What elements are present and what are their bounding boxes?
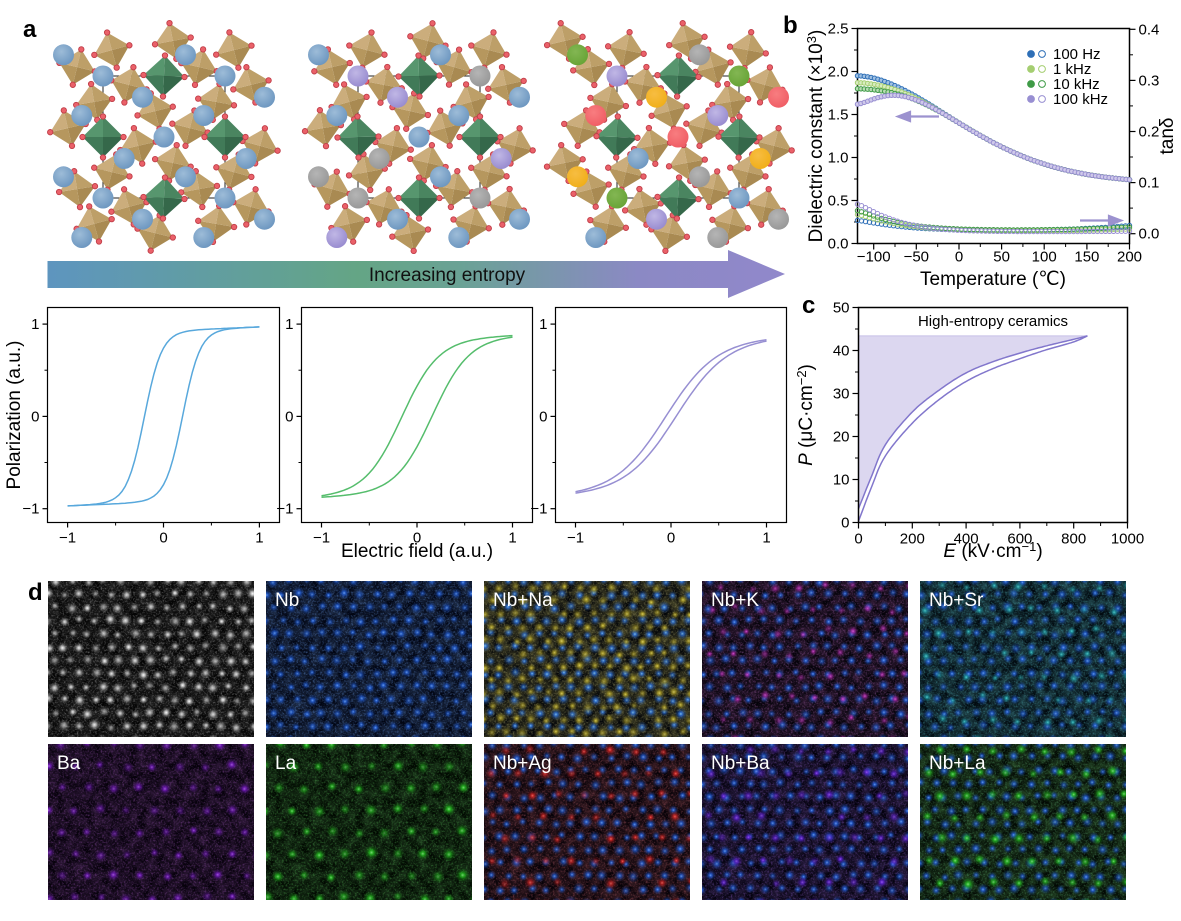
- svg-text:Nb+Ag: Nb+Ag: [493, 753, 552, 774]
- svg-text:−1: −1: [59, 530, 76, 547]
- svg-text:1: 1: [508, 530, 516, 547]
- svg-text:0: 0: [854, 531, 862, 548]
- svg-text:P (μC·cm−2): P (μC·cm−2): [794, 364, 817, 466]
- svg-text:200: 200: [900, 531, 925, 548]
- svg-text:Nb+Ba: Nb+Ba: [711, 753, 770, 774]
- svg-text:0: 0: [667, 530, 675, 547]
- svg-text:Nb+K: Nb+K: [711, 590, 759, 611]
- svg-text:Nb: Nb: [275, 590, 299, 611]
- svg-text:100 kHz: 100 kHz: [1053, 91, 1108, 108]
- svg-text:100 Hz: 100 Hz: [1053, 46, 1101, 63]
- svg-text:50: 50: [993, 249, 1010, 266]
- svg-text:40: 40: [833, 343, 850, 360]
- svg-text:0: 0: [285, 408, 293, 425]
- svg-text:Nb+Sr: Nb+Sr: [929, 590, 984, 611]
- svg-text:High-entropy ceramics: High-entropy ceramics: [918, 313, 1068, 330]
- svg-text:Nb+La: Nb+La: [929, 753, 986, 774]
- svg-text:1000: 1000: [1111, 531, 1144, 548]
- svg-text:Increasing entropy: Increasing entropy: [369, 265, 526, 286]
- svg-text:2.0: 2.0: [828, 64, 849, 81]
- svg-text:200: 200: [1117, 249, 1142, 266]
- svg-text:Temperature (℃): Temperature (℃): [920, 269, 1066, 290]
- svg-text:tanδ: tanδ: [1157, 118, 1178, 155]
- svg-text:−1: −1: [530, 501, 547, 518]
- svg-text:1: 1: [285, 316, 293, 333]
- svg-text:Dielectric constant (×103): Dielectric constant (×103): [804, 30, 827, 243]
- svg-text:E (kV·cm−1): E (kV·cm−1): [943, 539, 1042, 562]
- svg-text:1.5: 1.5: [828, 107, 849, 124]
- svg-text:0: 0: [955, 249, 963, 266]
- svg-text:600: 600: [1007, 531, 1032, 548]
- svg-text:−50: −50: [904, 249, 929, 266]
- svg-text:Electric field (a.u.): Electric field (a.u.): [341, 541, 493, 562]
- svg-text:0.1: 0.1: [1139, 175, 1160, 192]
- svg-text:−1: −1: [22, 501, 39, 518]
- svg-text:1: 1: [31, 316, 39, 333]
- svg-text:0.0: 0.0: [828, 236, 849, 253]
- svg-text:1: 1: [762, 530, 770, 547]
- svg-text:0.5: 0.5: [828, 193, 849, 210]
- svg-text:0: 0: [841, 515, 849, 532]
- svg-text:0: 0: [159, 530, 167, 547]
- svg-text:2.5: 2.5: [828, 21, 849, 38]
- svg-text:La: La: [275, 753, 297, 774]
- svg-text:−1: −1: [276, 501, 293, 518]
- svg-text:50: 50: [833, 300, 850, 317]
- svg-text:0.3: 0.3: [1139, 72, 1160, 89]
- svg-text:−1: −1: [313, 530, 330, 547]
- svg-text:Nb+Na: Nb+Na: [493, 590, 553, 611]
- svg-text:0.0: 0.0: [1139, 226, 1160, 243]
- svg-text:0: 0: [413, 530, 421, 547]
- svg-text:Ba: Ba: [57, 753, 81, 774]
- svg-text:0.2: 0.2: [1139, 124, 1160, 141]
- svg-text:0.4: 0.4: [1139, 21, 1160, 38]
- svg-text:1: 1: [539, 316, 547, 333]
- svg-text:10: 10: [833, 472, 850, 489]
- svg-text:1 kHz: 1 kHz: [1053, 61, 1091, 78]
- svg-text:Polarization (a.u.): Polarization (a.u.): [4, 341, 25, 490]
- svg-text:30: 30: [833, 386, 850, 403]
- svg-text:−1: −1: [567, 530, 584, 547]
- svg-text:10 kHz: 10 kHz: [1053, 76, 1100, 93]
- svg-text:1: 1: [255, 530, 263, 547]
- svg-text:150: 150: [1074, 249, 1099, 266]
- svg-text:400: 400: [954, 531, 979, 548]
- svg-text:800: 800: [1061, 531, 1086, 548]
- svg-text:100: 100: [1032, 249, 1057, 266]
- svg-text:20: 20: [833, 429, 850, 446]
- svg-text:1.0: 1.0: [828, 150, 849, 167]
- svg-text:0: 0: [539, 408, 547, 425]
- svg-text:−100: −100: [857, 249, 891, 266]
- svg-text:0: 0: [31, 408, 39, 425]
